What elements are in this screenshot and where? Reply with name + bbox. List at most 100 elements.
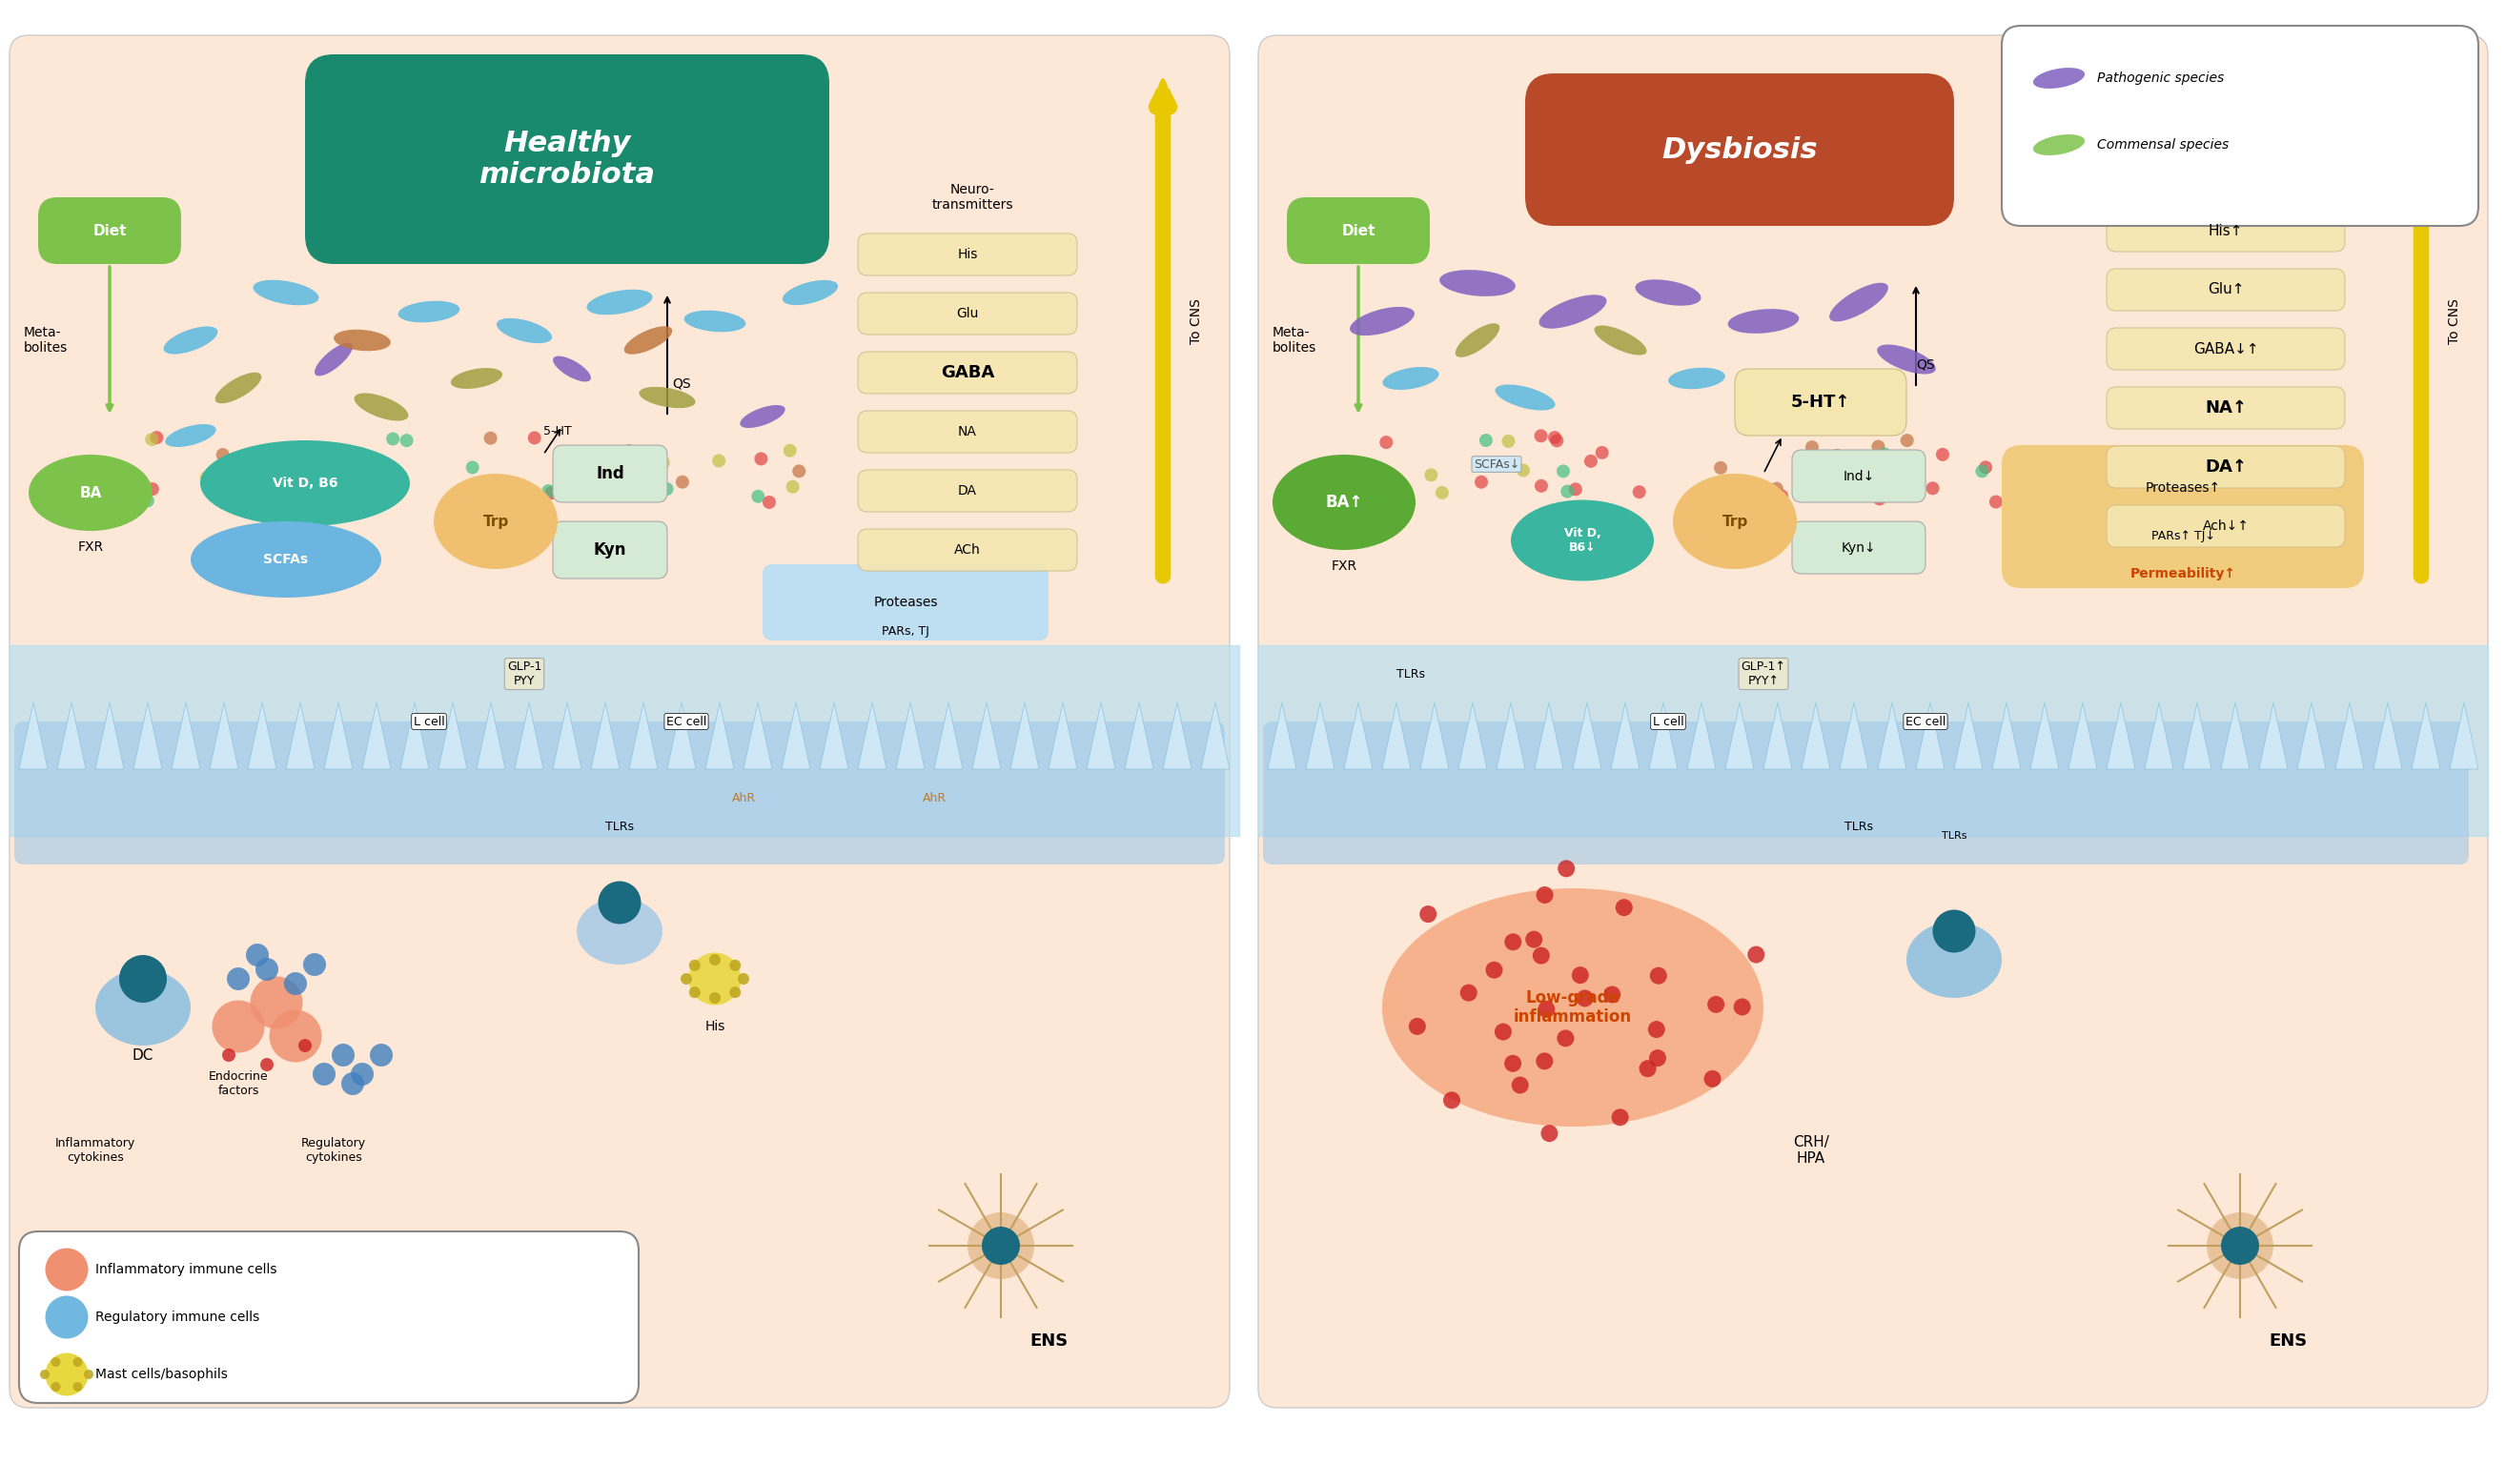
Ellipse shape [639, 387, 697, 408]
Circle shape [50, 1382, 60, 1392]
Circle shape [298, 1039, 311, 1052]
Text: GABA↓↑: GABA↓↑ [2193, 341, 2258, 356]
Circle shape [541, 484, 554, 497]
Polygon shape [1088, 702, 1115, 769]
Circle shape [1556, 1030, 1574, 1046]
Circle shape [1511, 1076, 1529, 1094]
Ellipse shape [967, 1212, 1035, 1279]
FancyArrowPatch shape [1155, 93, 1170, 576]
Ellipse shape [434, 473, 559, 568]
Text: GLP-1
PYY: GLP-1 PYY [506, 660, 541, 687]
Ellipse shape [1784, 395, 1839, 418]
Polygon shape [363, 702, 391, 769]
Text: Ach↓↑: Ach↓↑ [2203, 519, 2248, 533]
FancyBboxPatch shape [38, 197, 180, 264]
Text: Proteases↑: Proteases↑ [2145, 481, 2220, 494]
Circle shape [1707, 996, 1724, 1014]
Text: Ind: Ind [596, 464, 624, 482]
Ellipse shape [1273, 454, 1416, 551]
Circle shape [1556, 464, 1569, 478]
Text: His: His [957, 248, 977, 261]
Circle shape [1501, 435, 1516, 448]
Text: FXR: FXR [1331, 559, 1356, 573]
Text: Pathogenic species: Pathogenic species [2098, 71, 2225, 85]
Circle shape [784, 444, 797, 457]
Circle shape [145, 433, 158, 447]
Circle shape [1631, 485, 1646, 499]
Circle shape [659, 482, 674, 496]
Polygon shape [2067, 702, 2098, 769]
Text: QS: QS [672, 377, 692, 390]
Circle shape [200, 470, 213, 484]
Polygon shape [1534, 702, 1564, 769]
Polygon shape [20, 702, 48, 769]
Ellipse shape [554, 356, 591, 381]
Circle shape [1980, 460, 1992, 473]
Circle shape [1396, 488, 1408, 502]
Circle shape [1551, 433, 1564, 447]
FancyBboxPatch shape [1258, 36, 2488, 1408]
Circle shape [1494, 1024, 1511, 1040]
Circle shape [253, 469, 266, 482]
Polygon shape [2336, 702, 2363, 769]
Circle shape [331, 1043, 353, 1067]
Circle shape [140, 494, 155, 508]
Text: Diet: Diet [93, 224, 125, 237]
Polygon shape [1839, 702, 1869, 769]
Circle shape [1534, 479, 1549, 493]
Ellipse shape [586, 289, 652, 315]
Circle shape [499, 487, 511, 500]
Text: Kyn↓: Kyn↓ [1842, 542, 1877, 555]
Text: Trp: Trp [1722, 513, 1747, 528]
Circle shape [729, 987, 742, 999]
Circle shape [145, 482, 158, 496]
FancyBboxPatch shape [857, 411, 1078, 453]
Ellipse shape [1456, 324, 1499, 358]
Ellipse shape [45, 1296, 88, 1339]
Text: DA↑: DA↑ [2205, 459, 2248, 475]
Text: To CNS: To CNS [1190, 298, 1203, 344]
FancyBboxPatch shape [2108, 505, 2346, 548]
Polygon shape [1343, 702, 1373, 769]
Polygon shape [1917, 702, 1945, 769]
FancyBboxPatch shape [554, 521, 667, 579]
Circle shape [256, 957, 278, 981]
Ellipse shape [1351, 307, 1413, 335]
Circle shape [1479, 433, 1494, 447]
Polygon shape [1611, 702, 1639, 769]
Circle shape [261, 1058, 273, 1071]
Circle shape [754, 453, 767, 466]
Ellipse shape [2208, 1212, 2273, 1279]
Polygon shape [667, 702, 697, 769]
Circle shape [677, 475, 689, 488]
Text: Proteases: Proteases [875, 595, 937, 608]
Circle shape [1561, 485, 1574, 499]
Text: Healthy
microbiota: Healthy microbiota [479, 129, 657, 188]
FancyBboxPatch shape [857, 352, 1078, 393]
Circle shape [276, 457, 288, 470]
Ellipse shape [684, 310, 747, 332]
Ellipse shape [1383, 889, 1764, 1126]
Ellipse shape [213, 1000, 266, 1052]
Ellipse shape [190, 521, 381, 598]
Polygon shape [972, 702, 1000, 769]
Polygon shape [935, 702, 962, 769]
Text: EC cell: EC cell [667, 715, 707, 727]
FancyBboxPatch shape [1526, 73, 1955, 226]
Circle shape [40, 1370, 50, 1379]
Circle shape [682, 974, 692, 984]
Circle shape [216, 448, 231, 462]
Circle shape [1747, 945, 1764, 963]
Circle shape [1549, 430, 1561, 444]
Text: 5-HT↑: 5-HT↑ [1792, 393, 1849, 411]
Text: FXR: FXR [78, 540, 103, 554]
Polygon shape [1992, 702, 2020, 769]
Circle shape [1639, 1060, 1656, 1077]
Circle shape [211, 466, 223, 479]
Polygon shape [2373, 702, 2403, 769]
FancyBboxPatch shape [1263, 721, 2468, 865]
Ellipse shape [316, 343, 353, 375]
Text: Regulatory immune cells: Regulatory immune cells [95, 1310, 261, 1324]
Circle shape [1900, 433, 1915, 447]
Circle shape [579, 475, 591, 488]
